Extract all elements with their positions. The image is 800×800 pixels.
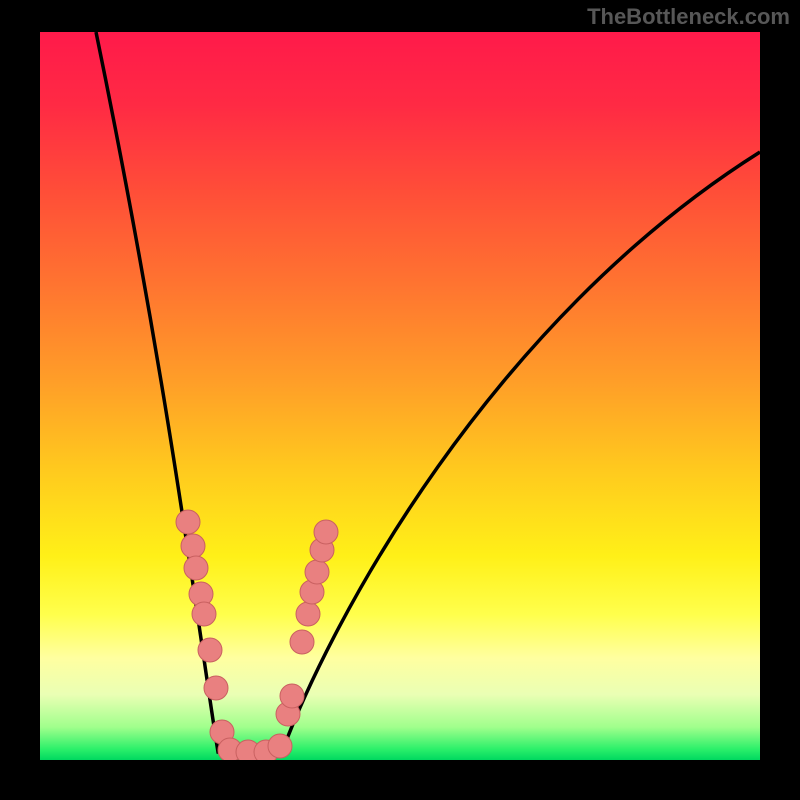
data-marker — [296, 602, 320, 626]
data-marker — [268, 734, 292, 758]
data-marker — [176, 510, 200, 534]
data-marker — [198, 638, 222, 662]
data-marker — [280, 684, 304, 708]
watermark-text: TheBottleneck.com — [587, 4, 790, 30]
chart-container: TheBottleneck.com — [0, 0, 800, 800]
data-marker — [204, 676, 228, 700]
chart-svg — [40, 32, 760, 760]
data-marker — [181, 534, 205, 558]
plot-area — [40, 32, 760, 760]
data-marker — [314, 520, 338, 544]
data-marker — [305, 560, 329, 584]
data-marker — [290, 630, 314, 654]
gradient-background — [40, 32, 760, 760]
data-marker — [192, 602, 216, 626]
data-marker — [184, 556, 208, 580]
